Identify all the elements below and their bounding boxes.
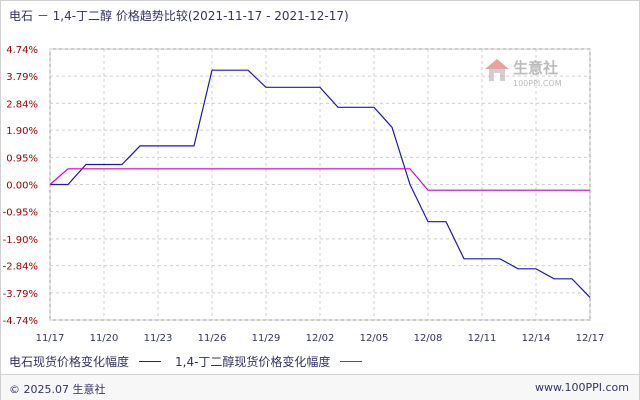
x-tick-label: 11/17 <box>36 333 65 344</box>
brand-watermark: 生意社 100PPI.COM <box>485 59 562 88</box>
footer-copyright: © 2025.07 生意社 <box>9 383 106 396</box>
chart-date-range: (2021-11-17 - 2021-12-17) <box>187 9 349 23</box>
x-tick-label: 12/05 <box>360 333 389 344</box>
line-chart: 4.74% 3.79% 2.84% 1.90% 0.95% 0.00% -0.95% -1.9… <box>3 45 605 344</box>
watermark-url-text: 100PPI.COM <box>513 79 562 88</box>
y-tick-label: -3.79% <box>3 289 38 300</box>
x-tick-label: 12/17 <box>576 333 605 344</box>
x-tick-label: 11/26 <box>198 333 227 344</box>
x-tick-label: 11/29 <box>252 333 281 344</box>
chart-title-text: 电石 － 1,4-丁二醇 价格趋势比较 <box>9 9 188 23</box>
x-tick-label: 11/23 <box>144 333 173 344</box>
grid-layer <box>49 48 591 321</box>
legend-swatch-series-2 <box>340 360 363 362</box>
footer-bar: © 2025.07 生意社 www.100PPI.com <box>1 374 639 400</box>
y-tick-label: -0.95% <box>3 208 38 219</box>
x-tick-label: 12/02 <box>306 333 335 344</box>
legend-label-series-2: 1,4-丁二醇现货价格变化幅度 <box>175 354 331 369</box>
series-line-2 <box>49 168 590 191</box>
y-tick-label: 1.90% <box>6 126 38 137</box>
y-tick-label: 0.95% <box>6 153 38 164</box>
x-tick-label: 11/20 <box>90 333 119 344</box>
x-tick-label: 12/11 <box>468 333 497 344</box>
y-tick-label: 3.79% <box>6 72 38 83</box>
series-layer <box>49 69 591 298</box>
series-line-1 <box>50 69 591 298</box>
footer-url-link[interactable]: www.100PPI.com <box>535 381 629 394</box>
legend-swatch-series-1 <box>139 360 162 362</box>
y-tick-label: 0.00% <box>6 181 38 192</box>
axis-layer: 4.74% 3.79% 2.84% 1.90% 0.95% 0.00% -0.95% -1.9… <box>3 45 605 344</box>
y-tick-label: -4.74% <box>3 316 38 327</box>
legend-label-series-1: 电石现货价格变化幅度 <box>9 354 130 369</box>
x-tick-label: 12/14 <box>522 333 551 344</box>
chart-title: 电石 － 1,4-丁二醇 价格趋势比较(2021-11-17 - 2021-12… <box>9 7 349 24</box>
x-tick-label: 12/08 <box>414 333 443 344</box>
watermark-brand-text: 生意社 <box>513 59 558 77</box>
y-tick-label: 4.74% <box>6 45 38 56</box>
y-tick-label: -1.90% <box>3 235 38 246</box>
house-logo-icon <box>485 59 509 81</box>
y-tick-label: -2.84% <box>3 262 38 273</box>
y-tick-label: 2.84% <box>6 99 38 110</box>
chart-legend: 电石现货价格变化幅度 1,4-丁二醇现货价格变化幅度 <box>9 353 376 369</box>
